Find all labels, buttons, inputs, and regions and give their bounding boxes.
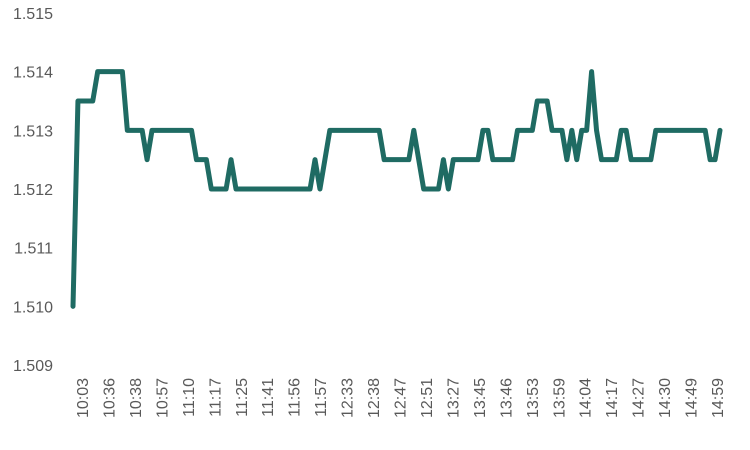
x-tick-label: 13:45 [472, 378, 489, 418]
x-tick-label: 14:30 [657, 378, 674, 418]
y-axis: 1.509 1.510 1.511 1.512 1.513 1.514 1.515 [13, 6, 53, 375]
y-tick-label: 1.514 [13, 65, 53, 82]
x-tick-label: 12:47 [393, 378, 410, 418]
x-tick-label: 11:57 [313, 378, 330, 417]
x-tick-label: 13:46 [498, 378, 515, 418]
x-tick-label: 13:53 [525, 378, 542, 418]
x-axis: 10:03 10:36 10:38 10:57 11:10 11:17 11:25 11:41… [75, 378, 727, 418]
x-tick-label: 14:27 [631, 378, 648, 418]
x-tick-label: 12:51 [419, 378, 436, 418]
x-tick-label: 14:49 [684, 378, 701, 418]
x-tick-label: 10:57 [154, 378, 171, 418]
x-tick-label: 14:59 [710, 378, 727, 418]
x-tick-label: 13:27 [445, 378, 462, 418]
y-tick-label: 1.510 [13, 299, 53, 316]
x-tick-label: 10:03 [75, 378, 92, 418]
y-tick-label: 1.513 [13, 123, 53, 140]
x-tick-label: 11:10 [181, 378, 198, 417]
x-tick-label: 14:17 [604, 378, 621, 418]
x-tick-label: 14:04 [578, 378, 595, 418]
y-tick-label: 1.511 [14, 241, 53, 258]
x-tick-label: 10:38 [128, 378, 145, 418]
x-tick-label: 13:59 [551, 378, 568, 418]
x-tick-label: 12:33 [340, 378, 357, 418]
y-tick-label: 1.515 [13, 6, 53, 23]
y-tick-label: 1.509 [13, 358, 53, 375]
x-tick-label: 11:56 [287, 378, 304, 417]
plot-area [70, 69, 723, 309]
x-tick-label: 11:41 [260, 378, 277, 417]
x-tick-label: 11:25 [234, 378, 251, 417]
x-tick-label: 12:38 [366, 378, 383, 418]
series-line [70, 69, 723, 309]
x-tick-label: 11:17 [207, 378, 224, 417]
x-tick-label: 10:36 [101, 378, 118, 418]
y-tick-label: 1.512 [13, 182, 53, 199]
